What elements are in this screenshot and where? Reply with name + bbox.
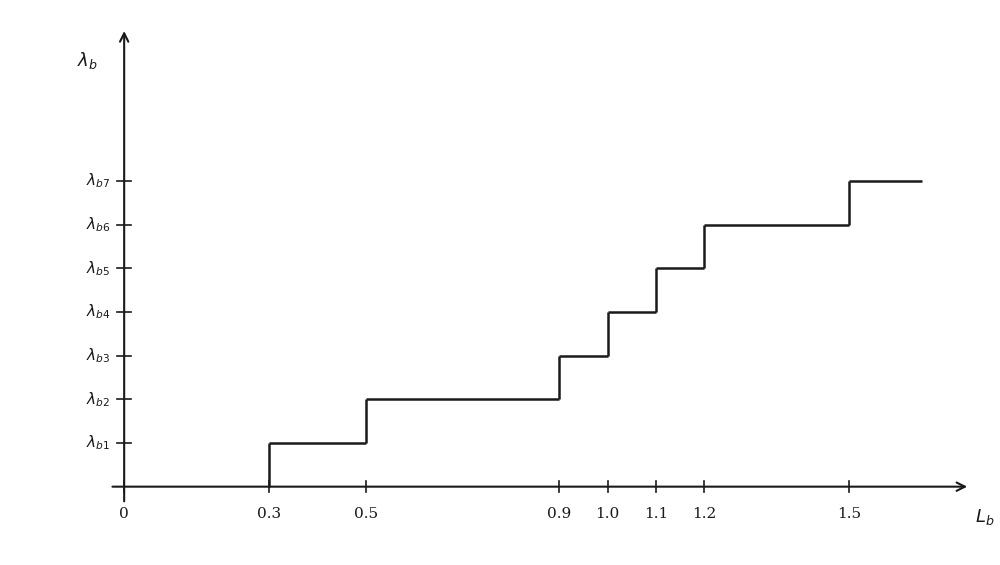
Text: $\lambda_b$: $\lambda_b$: [77, 50, 98, 71]
Text: $\lambda_{b2}$: $\lambda_{b2}$: [86, 390, 110, 408]
Text: 0.3: 0.3: [257, 507, 281, 521]
Text: $\lambda_{b4}$: $\lambda_{b4}$: [86, 303, 110, 321]
Text: 0.9: 0.9: [547, 507, 571, 521]
Text: 0.5: 0.5: [354, 507, 378, 521]
Text: $\lambda_{b1}$: $\lambda_{b1}$: [86, 434, 110, 453]
Text: 1.5: 1.5: [837, 507, 861, 521]
Text: 1.0: 1.0: [595, 507, 620, 521]
Text: $\lambda_{b5}$: $\lambda_{b5}$: [86, 259, 110, 278]
Text: 0: 0: [119, 507, 129, 521]
Text: 1.1: 1.1: [644, 507, 668, 521]
Text: $L_b$: $L_b$: [975, 507, 994, 527]
Text: $\lambda_{b3}$: $\lambda_{b3}$: [86, 346, 110, 365]
Text: 1.2: 1.2: [692, 507, 716, 521]
Text: $\lambda_{b7}$: $\lambda_{b7}$: [86, 172, 110, 190]
Text: $\lambda_{b6}$: $\lambda_{b6}$: [86, 215, 110, 234]
